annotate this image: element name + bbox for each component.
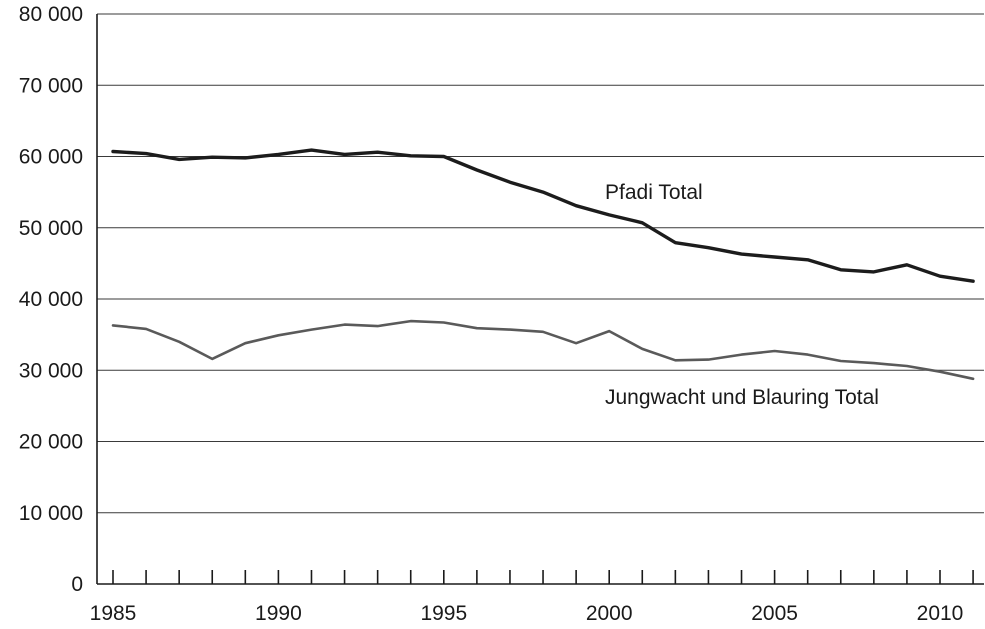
y-tick-label-80000: 80 000 xyxy=(19,3,83,26)
y-axis-tick-labels: 0 10 000 20 000 30 000 40 000 50 000 60 000 70 … xyxy=(19,3,83,596)
series-line-pfadi-total xyxy=(111,148,975,283)
series-line-jungwacht-blauring-total xyxy=(111,319,975,381)
axes xyxy=(96,14,984,585)
series-lines xyxy=(111,148,975,381)
y-tick-label-10000: 10 000 xyxy=(19,502,83,525)
x-tick-label-2010: 2010 xyxy=(917,602,964,625)
series-label-jungwacht-blauring: Jungwacht und Blauring Total xyxy=(605,386,879,409)
y-tick-label-0: 0 xyxy=(71,573,83,596)
x-tick-label-1985: 1985 xyxy=(90,602,137,625)
x-tick-label-1990: 1990 xyxy=(255,602,302,625)
x-tick-label-2000: 2000 xyxy=(586,602,633,625)
y-tick-label-30000: 30 000 xyxy=(19,359,83,382)
x-tick-label-2005: 2005 xyxy=(751,602,798,625)
y-tick-label-20000: 20 000 xyxy=(19,431,83,454)
y-tick-label-60000: 60 000 xyxy=(19,146,83,169)
series-label-pfadi: Pfadi Total xyxy=(605,181,703,204)
gridlines xyxy=(97,13,984,514)
x-tick-label-1995: 1995 xyxy=(420,602,467,625)
y-tick-label-50000: 50 000 xyxy=(19,217,83,240)
y-tick-label-70000: 70 000 xyxy=(19,74,83,97)
x-axis-tick-labels: 1985 1990 1995 2000 2005 2010 xyxy=(90,602,964,625)
y-tick-label-40000: 40 000 xyxy=(19,288,83,311)
